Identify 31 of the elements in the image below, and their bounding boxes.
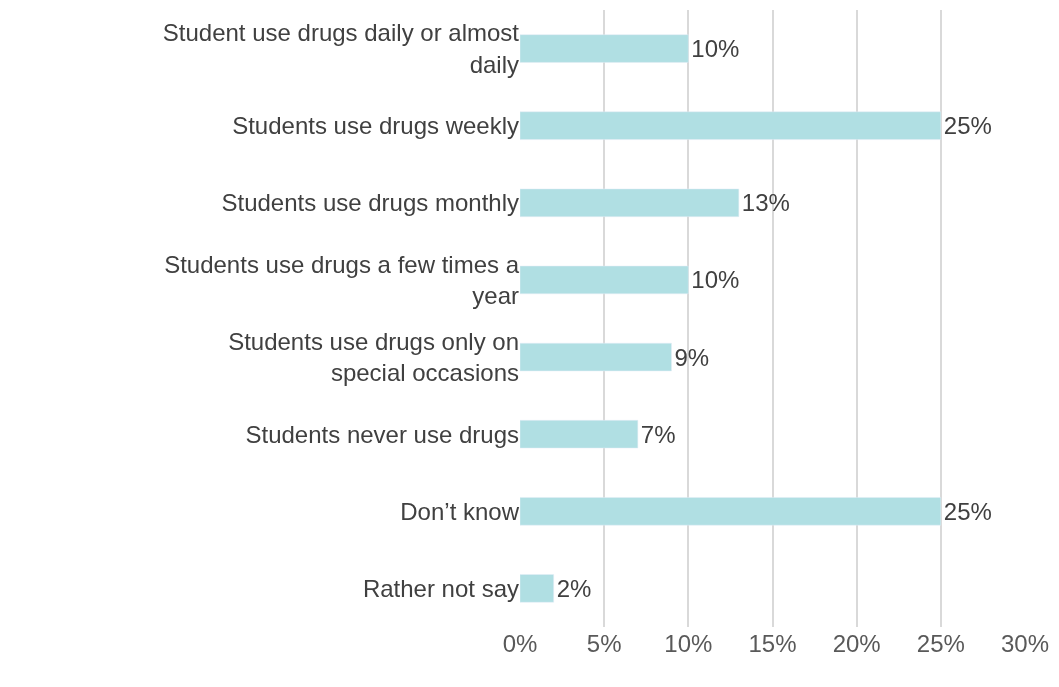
data-label: 7% (640, 420, 676, 448)
bar (520, 574, 554, 603)
data-label: 10% (691, 266, 740, 294)
data-label: 13% (741, 189, 790, 217)
data-label: 25% (943, 112, 992, 140)
y-tick-label: Students use drugs monthly (221, 189, 519, 217)
data-label: 10% (691, 35, 740, 63)
data-label: 2% (556, 574, 592, 602)
bar (520, 420, 639, 449)
bar (520, 34, 689, 63)
y-tick-label: Students use drugs only on special occasions (228, 327, 519, 387)
y-tick-label: Student use drugs daily or almost daily (162, 19, 520, 78)
bar (520, 265, 689, 295)
y-tick-label: Students use drugs a few times a year (164, 250, 520, 309)
data-label: 9% (674, 343, 710, 371)
data-label: 25% (943, 497, 992, 525)
y-tick-label: Students use drugs weekly (232, 112, 519, 140)
bar (520, 111, 942, 140)
x-tick-label: 10% (664, 630, 713, 657)
x-tick-label: 15% (748, 630, 797, 657)
x-tick-label: 5% (586, 630, 622, 657)
x-tick-label: 20% (832, 630, 881, 657)
y-tick-label: Don’t know (400, 497, 520, 525)
y-tick-label: Rather not say (362, 574, 519, 602)
x-tick-label: 30% (1000, 630, 1050, 657)
x-tick-label: 0% (502, 630, 538, 657)
bar (520, 342, 672, 372)
x-tick-label: 25% (916, 630, 965, 657)
bar (520, 497, 942, 526)
bar (520, 188, 740, 217)
y-tick-label: Students never use drugs (245, 420, 519, 448)
